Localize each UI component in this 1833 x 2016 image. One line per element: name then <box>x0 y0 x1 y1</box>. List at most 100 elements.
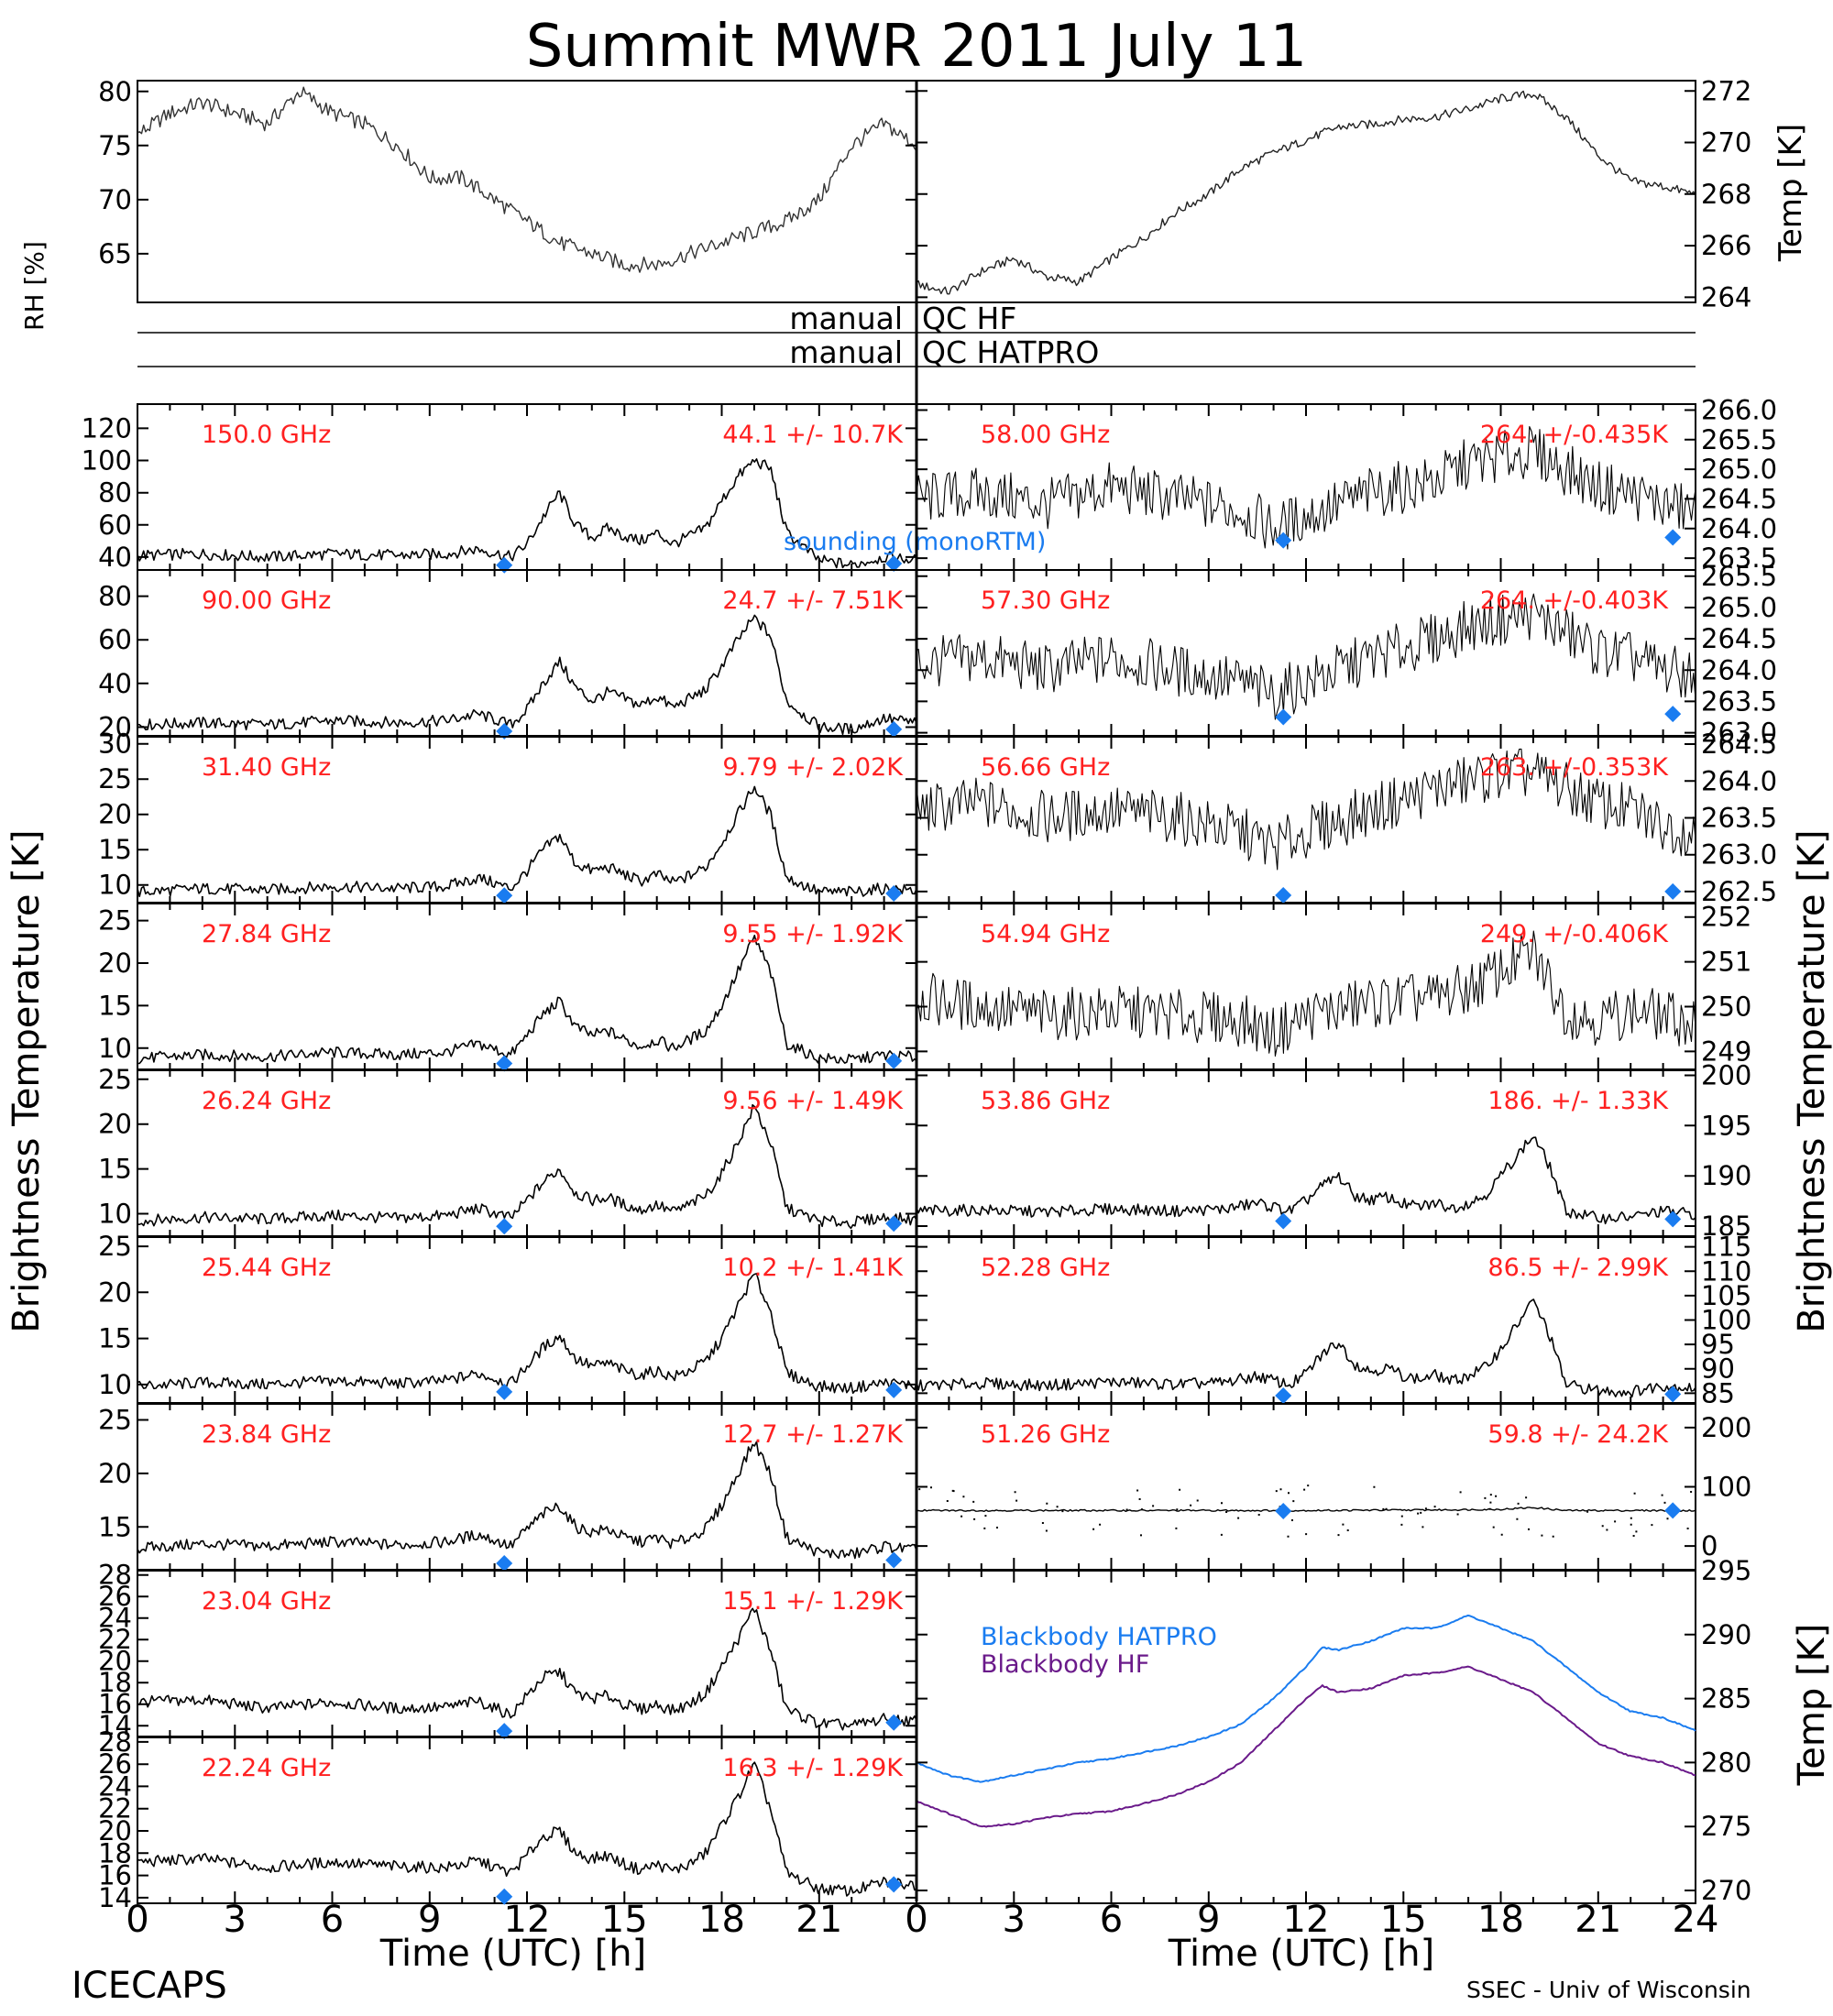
right-panel-4-y-ticks-label-1: 195 <box>1701 1110 1751 1141</box>
left-panel-6-sounding-1 <box>885 1551 903 1569</box>
qc-hf-left: manual <box>789 301 903 336</box>
left-panel-5-channel-label: 25.44 GHz <box>202 1254 331 1282</box>
x-tick-left-4: 12 <box>504 1899 551 1941</box>
right-panel-4-channel-label: 53.86 GHz <box>981 1087 1110 1115</box>
left-panel-8-y-ticks-label-3: 22 <box>98 1793 132 1824</box>
right-panel-6-trace <box>916 1507 1696 1512</box>
right-panel-5-y-ticks-label-6: 85 <box>1701 1377 1735 1408</box>
right-panel-2-y-ticks-label-4: 262.5 <box>1701 876 1777 907</box>
right-panel-5-y-ticks-label-1: 110 <box>1701 1255 1751 1287</box>
right-panel-0-y-ticks-label-3: 264.5 <box>1701 483 1777 514</box>
x-tick-right-6: 18 <box>1477 1899 1524 1941</box>
temp-y-ticks-label-2: 268 <box>1701 179 1751 210</box>
right-panel-1-y-ticks-label-0: 265.5 <box>1701 561 1777 592</box>
footer-icecaps: ICECAPS <box>71 1965 227 2007</box>
left-panel-0-y-ticks-label-2: 80 <box>98 477 132 509</box>
blackbody-hf-line <box>916 1665 1696 1828</box>
left-panel-8-sounding-0 <box>496 1888 513 1905</box>
right-panel-0-y-ticks <box>916 409 1696 560</box>
left-panel-2-sounding-1 <box>885 884 903 902</box>
x-tick-right-7: 21 <box>1575 1899 1621 1941</box>
left-panel-4-y-ticks <box>137 1078 916 1215</box>
left-panel-7-sounding-0 <box>496 1723 513 1740</box>
right-panel-1-y-ticks-label-4: 263.5 <box>1701 685 1777 717</box>
left-panel-7-y-ticks-label-4: 20 <box>98 1646 132 1677</box>
right-panel-2-stat-label: 263. +/-0.353K <box>1480 753 1669 782</box>
x-tick-right-0: 0 <box>905 1899 927 1941</box>
left-panel-2-trace <box>137 785 917 898</box>
left-panel-2-y-ticks-label-0: 30 <box>98 729 132 760</box>
blackbody-y-ticks-label-2: 285 <box>1701 1683 1751 1715</box>
right-panel-1-y-ticks-label-2: 264.5 <box>1701 623 1777 654</box>
left-panel-6-trace <box>137 1441 917 1560</box>
x-tick-left-3: 9 <box>418 1899 441 1941</box>
left-panel-0-channel-label: 150.0 GHz <box>202 421 331 449</box>
right-panel-5-sounding-1 <box>1664 1386 1682 1403</box>
left-panel-8-y-ticks <box>137 1740 916 1899</box>
right-panel-3-y-ticks-label-3: 249 <box>1701 1035 1751 1067</box>
qc-hatpro-left: manual <box>789 334 903 370</box>
left-panel-6-y-ticks-label-2: 15 <box>98 1511 132 1542</box>
left-panel-7-y-ticks-label-7: 14 <box>98 1710 132 1741</box>
right-panel-4-y-ticks-label-2: 190 <box>1701 1160 1751 1191</box>
right-panel-2-sounding-0 <box>1275 886 1292 904</box>
left-panel-8-y-ticks-label-4: 20 <box>98 1815 132 1846</box>
x-tick-right-8: 24 <box>1673 1899 1719 1941</box>
left-panel-0-y-ticks-label-0: 120 <box>82 412 132 444</box>
blackbody-y-ticks-label-1: 290 <box>1701 1619 1751 1650</box>
right-panel-1-channel-label: 57.30 GHz <box>981 586 1110 615</box>
temp-y-ticks-label-4: 264 <box>1701 281 1751 312</box>
right-panel-0-y-ticks-label-1: 265.5 <box>1701 424 1777 455</box>
left-panel-3-channel-label: 27.84 GHz <box>202 920 331 948</box>
temp-trace <box>916 90 1696 295</box>
left-panel-0-sounding-1 <box>885 554 903 572</box>
right-panel-0-sounding-1 <box>1664 529 1682 546</box>
left-panel-1-x-ticks <box>137 570 917 736</box>
right-panel-5-y-ticks-label-2: 105 <box>1701 1280 1751 1311</box>
left-panel-7-y-ticks-label-3: 22 <box>98 1624 132 1655</box>
right-panel-0-channel-label: 58.00 GHz <box>981 421 1110 449</box>
right-panel-4-sounding-1 <box>1664 1211 1682 1228</box>
right-panel-6-channel-label: 51.26 GHz <box>981 1420 1110 1449</box>
left-panel-0-x-ticks <box>137 404 917 570</box>
left-panel-7-stat-label: 15.1 +/- 1.29K <box>722 1587 904 1616</box>
x-tick-left-5: 15 <box>601 1899 648 1941</box>
left-panel-4-stat-label: 9.56 +/- 1.49K <box>722 1087 904 1115</box>
left-panel-1-sounding-0 <box>496 723 513 740</box>
rh-panel-frame <box>137 80 917 303</box>
left-panel-5-sounding-0 <box>496 1383 513 1400</box>
left-panel-0-y-ticks-label-3: 60 <box>98 509 132 541</box>
left-panel-1-trace <box>137 614 917 736</box>
left-panel-8-stat-label: 16.3 +/- 1.29K <box>722 1754 904 1782</box>
right-panel-2-y-ticks-label-0: 264.5 <box>1701 729 1777 760</box>
temp-y-ticks-label-0: 272 <box>1701 75 1751 106</box>
rh-y-ticks-label-2: 70 <box>98 184 132 215</box>
right-panel-6-sounding-0 <box>1275 1503 1292 1520</box>
left-y-axis-label: Brightness Temperature [K] <box>5 829 48 1332</box>
left-panel-0-stat-label: 44.1 +/- 10.7K <box>722 421 904 449</box>
blackbody-y-ticks-label-5: 270 <box>1701 1875 1751 1906</box>
left-panel-5-stat-label: 10.2 +/- 1.41K <box>722 1254 904 1282</box>
left-panel-4-x-ticks <box>137 1070 917 1236</box>
right-panel-6-y-ticks <box>916 1426 1696 1548</box>
footer-ssec: SSEC - Univ of Wisconsin <box>1466 1977 1751 2003</box>
left-panel-5-x-ticks <box>137 1237 917 1403</box>
right-panel-1-stat-label: 264. +/-0.403K <box>1480 586 1669 615</box>
right-panel-5-sounding-0 <box>1275 1387 1292 1405</box>
qc-hf-right: QC HF <box>922 301 1016 336</box>
left-panel-1-y-ticks-label-0: 80 <box>98 581 132 612</box>
left-panel-1-y-ticks-label-2: 40 <box>98 668 132 699</box>
left-panel-1-channel-label: 90.00 GHz <box>202 586 331 615</box>
right-panel-4-y-ticks-label-3: 185 <box>1701 1211 1751 1242</box>
x-tick-right-4: 12 <box>1283 1899 1330 1941</box>
right-panel-1-y-ticks <box>916 575 1696 734</box>
right-panel-5-channel-label: 52.28 GHz <box>981 1254 1110 1282</box>
right-panel-6-stat-label: 59.8 +/- 24.2K <box>1487 1420 1669 1449</box>
x-tick-left-7: 21 <box>796 1899 842 1941</box>
left-panel-3-sounding-0 <box>496 1055 513 1072</box>
x-tick-left-1: 3 <box>224 1899 247 1941</box>
left-panel-8-y-ticks-label-5: 18 <box>98 1837 132 1868</box>
right-panel-3-y-ticks-label-2: 250 <box>1701 992 1751 1023</box>
right-panel-5-y-ticks-label-0: 115 <box>1701 1232 1751 1263</box>
